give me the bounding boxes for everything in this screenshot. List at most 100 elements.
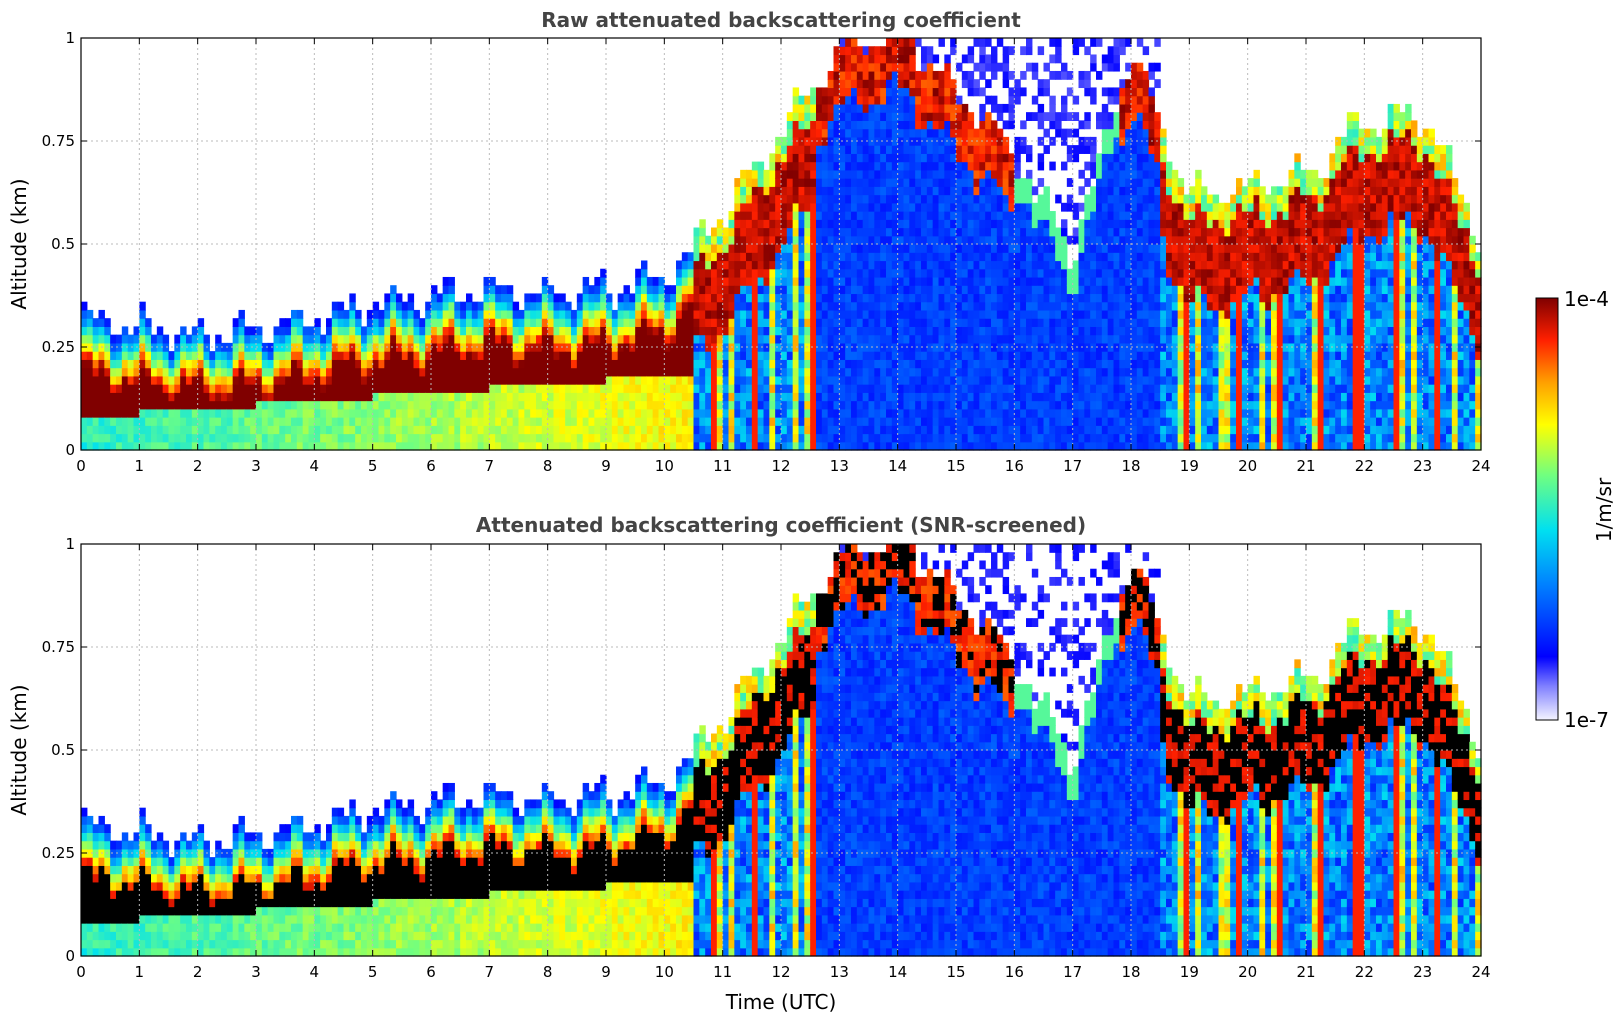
- heatmap-cell: [1084, 326, 1090, 335]
- heatmap-cell: [1003, 244, 1009, 253]
- heatmap-cell: [1108, 112, 1114, 121]
- heatmap-cell: [944, 392, 950, 401]
- heatmap-cell: [962, 293, 968, 302]
- heatmap-cell: [822, 129, 828, 138]
- heatmap-cell: [349, 318, 355, 327]
- heatmap-cell: [414, 368, 420, 377]
- heatmap-cell: [1020, 269, 1026, 278]
- heatmap-cell: [974, 434, 980, 443]
- heatmap-cell: [1020, 46, 1026, 55]
- heatmap-cell: [1108, 351, 1114, 360]
- heatmap-cell: [530, 442, 536, 451]
- heatmap-cell: [338, 434, 344, 443]
- heatmap-cell: [99, 401, 105, 410]
- heatmap-cell: [769, 269, 775, 278]
- heatmap-cell: [816, 302, 822, 311]
- heatmap-cell: [909, 442, 915, 451]
- heatmap-cell: [122, 417, 128, 426]
- heatmap-cell: [594, 401, 600, 410]
- heatmap-cell: [396, 326, 402, 335]
- heatmap-cell: [781, 269, 787, 278]
- heatmap-cell: [799, 293, 805, 302]
- heatmap-cell: [1055, 71, 1061, 80]
- heatmap-cell: [274, 335, 280, 344]
- heatmap-cell: [927, 384, 933, 393]
- heatmap-cell: [962, 277, 968, 286]
- heatmap-cell: [1096, 335, 1102, 344]
- heatmap-cell: [1096, 260, 1102, 269]
- heatmap-cell: [554, 293, 560, 302]
- heatmap-cell: [676, 401, 682, 410]
- heatmap-cell: [979, 219, 985, 228]
- heatmap-cell: [647, 368, 653, 377]
- heatmap-cell: [1049, 293, 1055, 302]
- heatmap-cell: [384, 392, 390, 401]
- heatmap-cell: [909, 120, 915, 129]
- heatmap-cell: [379, 442, 385, 451]
- heatmap-cell: [1038, 162, 1044, 171]
- heatmap-cell: [489, 425, 495, 434]
- heatmap-cell: [1073, 409, 1079, 418]
- heatmap-cell: [495, 425, 501, 434]
- heatmap-cell: [711, 384, 717, 393]
- heatmap-cell: [1096, 359, 1102, 368]
- heatmap-cell: [863, 409, 869, 418]
- heatmap-cell: [962, 120, 968, 129]
- heatmap-cell: [122, 425, 128, 434]
- heatmap-cell: [898, 104, 904, 113]
- heatmap-cell: [746, 236, 752, 245]
- heatmap-cell: [816, 326, 822, 335]
- heatmap-cell: [1044, 203, 1050, 212]
- heatmap-cell: [991, 203, 997, 212]
- heatmap-cell: [291, 335, 297, 344]
- heatmap-cell: [169, 376, 175, 385]
- heatmap-cell: [419, 401, 425, 410]
- heatmap-cell: [495, 368, 501, 377]
- heatmap-cell: [729, 318, 735, 327]
- heatmap-cell: [1096, 326, 1102, 335]
- heatmap-cell: [845, 195, 851, 204]
- heatmap-cell: [629, 384, 635, 393]
- heatmap-cell: [390, 392, 396, 401]
- heatmap-cell: [688, 417, 694, 426]
- heatmap-cell: [390, 302, 396, 311]
- heatmap-cell: [373, 318, 379, 327]
- heatmap-cell: [729, 384, 735, 393]
- heatmap-cell: [478, 310, 484, 319]
- heatmap-cell: [1003, 203, 1009, 212]
- heatmap-cell: [752, 293, 758, 302]
- heatmap-cell: [338, 376, 344, 385]
- heatmap-cell: [729, 236, 735, 245]
- heatmap-cell: [845, 178, 851, 187]
- heatmap-cell: [1061, 318, 1067, 327]
- heatmap-cell: [559, 442, 565, 451]
- heatmap-cell: [857, 129, 863, 138]
- heatmap-cell: [180, 359, 186, 368]
- heatmap-cell: [577, 318, 583, 327]
- heatmap-cell: [589, 392, 595, 401]
- heatmap-cell: [1119, 318, 1125, 327]
- heatmap-cell: [472, 425, 478, 434]
- heatmap-cell: [303, 384, 309, 393]
- heatmap-cell: [699, 285, 705, 294]
- heatmap-cell: [233, 359, 239, 368]
- heatmap-cell: [694, 293, 700, 302]
- heatmap-cell: [927, 392, 933, 401]
- heatmap-cell: [740, 302, 746, 311]
- heatmap-cell: [1102, 376, 1108, 385]
- heatmap-cell: [99, 351, 105, 360]
- heatmap-cell: [1055, 129, 1061, 138]
- heatmap-cell: [874, 318, 880, 327]
- heatmap-cell: [682, 277, 688, 286]
- heatmap-cell: [128, 335, 134, 344]
- heatmap-cell: [699, 236, 705, 245]
- heatmap-cell: [1061, 368, 1067, 377]
- heatmap-cell: [239, 384, 245, 393]
- heatmap-cell: [863, 442, 869, 451]
- heatmap-cell: [863, 302, 869, 311]
- heatmap-cell: [536, 318, 542, 327]
- heatmap-cell: [122, 392, 128, 401]
- heatmap-cell: [839, 384, 845, 393]
- heatmap-cell: [1044, 79, 1050, 88]
- heatmap-cell: [758, 195, 764, 204]
